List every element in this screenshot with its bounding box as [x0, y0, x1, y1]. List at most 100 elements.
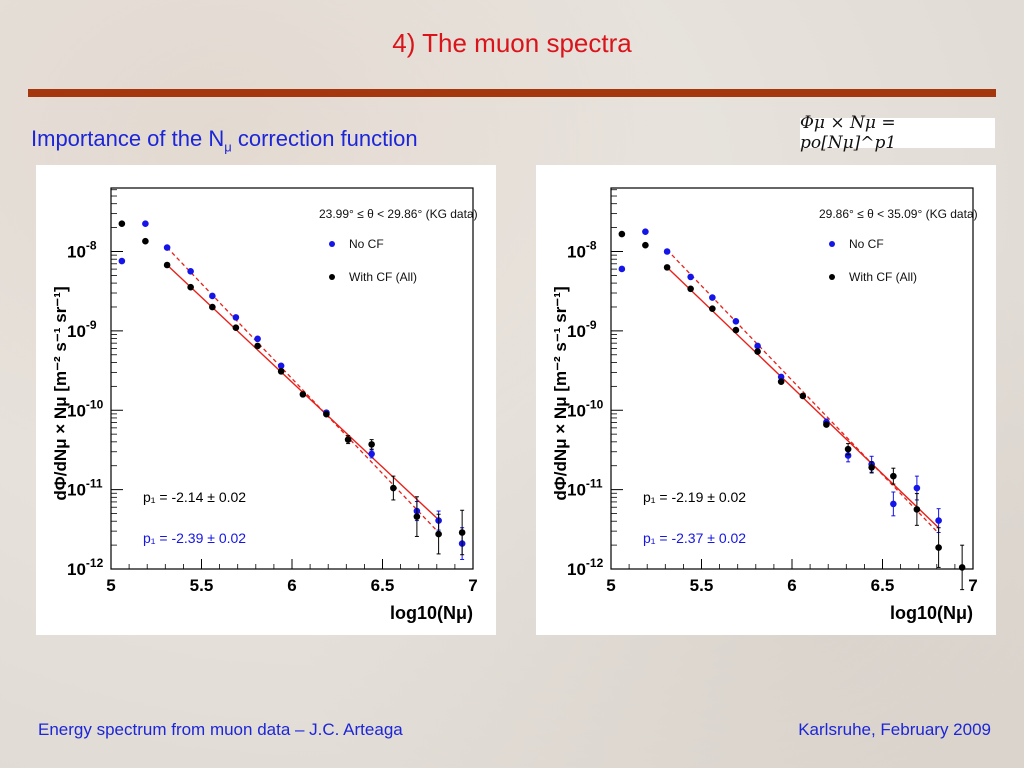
x-tick-label: 7 [468, 576, 477, 595]
data-point-with-cf [799, 392, 807, 400]
data-point-with-cf [709, 305, 716, 312]
data-point-no-cf [254, 335, 261, 343]
y-axis-label: dΦ/dNμ × Nμ [m⁻² s⁻¹ sr⁻¹] [51, 286, 70, 500]
y-tick-label: 10-10 [67, 397, 104, 420]
legend-no-cf-marker [329, 241, 335, 247]
data-point-no-cf [368, 450, 375, 458]
data-point-no-cf [663, 248, 671, 255]
footer-left: Energy spectrum from muon data – J.C. Ar… [38, 720, 403, 739]
y-tick-label: 10-11 [67, 477, 103, 500]
data-point-with-cf [232, 324, 240, 331]
legend-no-cf-label: No CF [849, 237, 884, 251]
slide-title: 4) The muon spectra [392, 28, 632, 58]
p1-no-cf-label: p₁ = -2.37 ± 0.02 [643, 530, 746, 546]
x-tick-label: 5 [606, 576, 615, 595]
x-tick-label: 5.5 [190, 576, 214, 595]
data-point-no-cf [913, 484, 921, 492]
data-point-with-cf [687, 285, 694, 293]
x-tick-label: 6 [787, 576, 796, 595]
legend-with-cf-marker [329, 274, 335, 280]
data-point-with-cf [913, 506, 921, 513]
subtitle-mu-subscript: μ [224, 139, 232, 155]
p1-no-cf-label: p₁ = -2.39 ± 0.02 [143, 530, 246, 546]
y-axis-label: dΦ/dNμ × Nμ [m⁻² s⁻¹ sr⁻¹] [551, 286, 570, 500]
theta-range-label: 23.99° ≤ θ < 29.86° (KG data) [319, 207, 478, 221]
legend-no-cf-label: No CF [349, 237, 384, 251]
slide-subtitle: Importance of the Nμ correction function [31, 126, 418, 154]
data-point-no-cf [277, 362, 285, 370]
data-point-no-cf [754, 342, 761, 350]
data-point-with-cf [413, 513, 421, 520]
x-tick-label: 5.5 [690, 576, 714, 595]
y-tick-label: 10-9 [567, 318, 597, 341]
p1-with-cf-label: p₁ = -2.19 ± 0.02 [643, 489, 746, 505]
y-tick-label: 10-12 [567, 556, 604, 579]
x-axis-label: log10(Nμ) [890, 603, 973, 623]
title-rule [28, 89, 996, 97]
legend-no-cf-marker [829, 241, 835, 247]
data-point-no-cf [163, 244, 171, 251]
chart-left: 5 5.5 6 6.5 7 10-8 10-9 10-10 10-11 10-12 dΦ/dNμ ×… [51, 187, 478, 623]
data-point-with-cf [435, 530, 442, 538]
data-point-no-cf [935, 517, 942, 524]
data-point-no-cf [777, 373, 785, 381]
data-point-no-cf [642, 228, 649, 235]
data-point-with-cf [958, 564, 966, 571]
data-point-with-cf [254, 342, 261, 350]
data-point-with-cf [935, 544, 942, 551]
data-point-no-cf [209, 292, 216, 300]
x-tick-label: 6 [287, 576, 296, 595]
data-point-with-cf [754, 348, 761, 355]
x-tick-label: 5 [106, 576, 115, 595]
data-point-no-cf [187, 268, 194, 275]
data-point-no-cf [687, 273, 694, 281]
data-point-with-cf [458, 529, 466, 536]
data-point-with-cf [823, 421, 830, 428]
y-tick-label: 10-12 [67, 556, 104, 579]
data-point-with-cf [163, 261, 171, 269]
chart-panel-right: 5 5.5 6 6.5 7 10-8 10-9 10-10 10-11 10-12 dΦ/dNμ ×… [536, 165, 996, 635]
data-point-with-cf [142, 237, 149, 245]
data-point-with-cf [868, 464, 875, 471]
legend-with-cf-label: With CF (All) [349, 270, 417, 284]
data-point-with-cf [663, 264, 671, 271]
y-tick-label: 10-11 [567, 477, 603, 500]
data-point-with-cf [323, 410, 330, 418]
data-point-with-cf [732, 326, 740, 334]
data-point-with-cf [368, 441, 375, 448]
data-point-with-cf [299, 391, 307, 398]
data-point-no-cf [844, 452, 852, 459]
subtitle-text-post: correction function [231, 126, 418, 151]
data-point-with-cf [777, 378, 785, 385]
footer-right: Karlsruhe, February 2009 [798, 720, 991, 739]
data-point-with-cf [844, 445, 852, 453]
x-tick-label: 6.5 [371, 576, 395, 595]
data-point-with-cf [642, 241, 649, 249]
data-point-with-cf [187, 283, 194, 291]
data-point-with-cf [390, 484, 397, 492]
data-point-with-cf [118, 220, 126, 228]
chart-panel-left: 5 5.5 6 6.5 7 10-8 10-9 10-10 10-11 10-12 dΦ/dNμ ×… [36, 165, 496, 635]
legend-with-cf-label: With CF (All) [849, 270, 917, 284]
theta-range-label: 29.86° ≤ θ < 35.09° (KG data) [819, 207, 978, 221]
subtitle-text-pre: Importance of the N [31, 126, 225, 151]
data-point-with-cf [209, 303, 216, 311]
data-point-no-cf [142, 220, 149, 228]
x-axis-label: log10(Nμ) [390, 603, 473, 623]
data-point-no-cf [890, 500, 897, 508]
y-tick-label: 10-9 [67, 318, 97, 341]
data-point-no-cf [232, 314, 240, 321]
legend-with-cf-marker [829, 274, 835, 280]
y-tick-label: 10-8 [567, 239, 597, 262]
data-point-with-cf [890, 472, 897, 480]
y-tick-label: 10-10 [567, 397, 604, 420]
x-tick-label: 7 [968, 576, 977, 595]
chart-right: 5 5.5 6 6.5 7 10-8 10-9 10-10 10-11 10-12 dΦ/dNμ ×… [551, 187, 978, 623]
y-tick-label: 10-8 [67, 239, 97, 262]
data-point-no-cf [709, 294, 716, 301]
fit-formula: Φμ × Nμ = po[Nμ]^p1 [800, 113, 995, 153]
data-point-no-cf [732, 318, 740, 325]
data-point-with-cf [618, 230, 626, 238]
data-point-with-cf [277, 368, 285, 375]
x-tick-label: 6.5 [871, 576, 895, 595]
